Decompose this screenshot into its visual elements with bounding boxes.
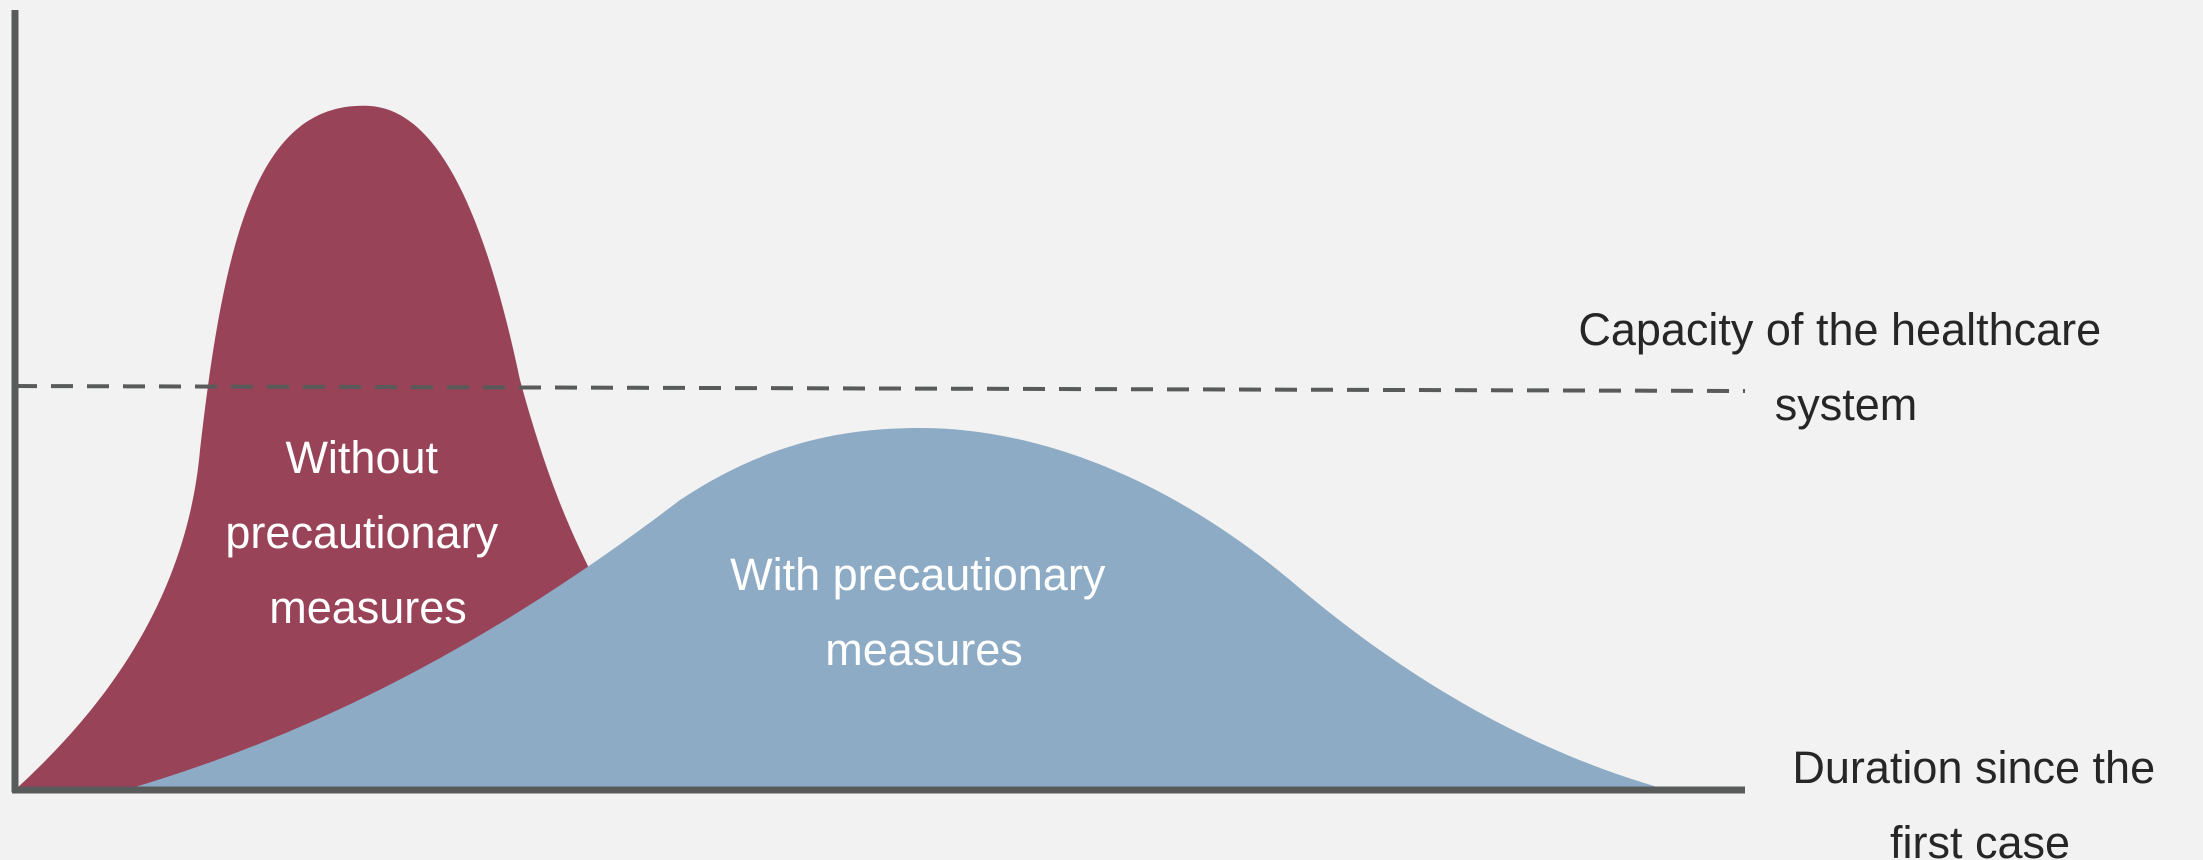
series-label-without: Without precautionary measures [225, 432, 510, 633]
capacity-label-line: system [1775, 379, 1918, 430]
series-label-without-line: precautionary [225, 507, 498, 558]
x-axis-label: Duration since the first case [1792, 742, 2167, 860]
capacity-label-line: Capacity of the healthcare [1578, 304, 2101, 355]
area-without-precautionary-measures [15, 105, 595, 790]
series-label-with-line: measures [825, 624, 1023, 675]
capacity-label: Capacity of the healthcare system [1578, 304, 2113, 430]
area-with-precautionary-measures [125, 428, 1668, 790]
x-axis-label-line: first case [1890, 817, 2070, 860]
capacity-dashed-line [14, 384, 1746, 393]
series-label-with: With precautionary measures [730, 549, 1118, 675]
x-axis-label-line: Duration since the [1792, 742, 2155, 793]
series-label-with-line: With precautionary [730, 549, 1106, 600]
series-label-without-line: measures [269, 582, 467, 633]
series-label-without-line: Without [285, 432, 438, 483]
